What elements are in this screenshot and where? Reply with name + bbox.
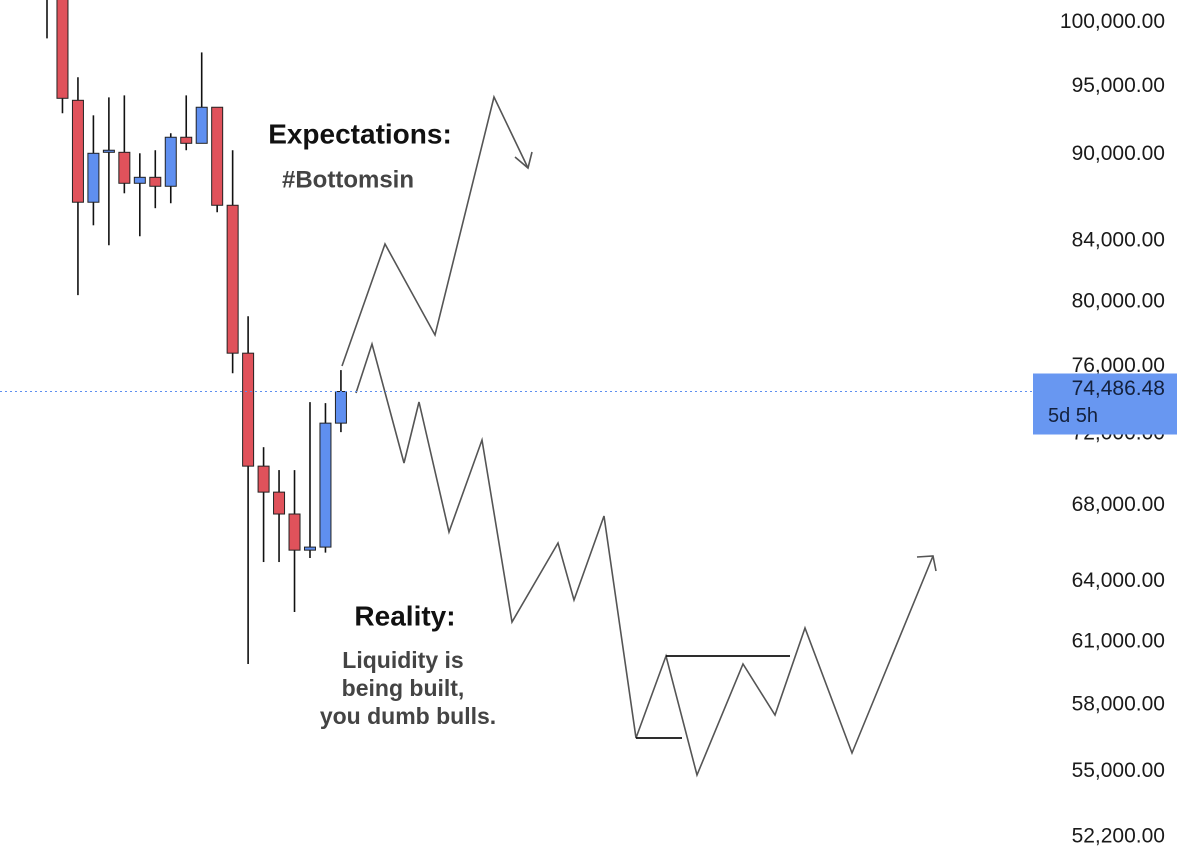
y-tick-label: 55,000.00 — [1072, 759, 1165, 782]
y-tick-label: 76,000.00 — [1072, 354, 1165, 377]
y-tick-label: 64,000.00 — [1072, 569, 1165, 592]
y-tick-label: 80,000.00 — [1072, 290, 1165, 313]
candle-body — [195, 106, 208, 144]
y-tick-label: 100,000.00 — [1060, 10, 1165, 33]
reality-arrowhead — [916, 555, 937, 572]
drawings — [341, 94, 937, 778]
candle-body — [118, 151, 131, 184]
current-price-box — [1033, 373, 1177, 435]
candle-body — [211, 106, 224, 206]
reality-text: Liquidity is — [342, 647, 463, 673]
candle-body — [257, 465, 270, 493]
y-tick-label: 58,000.00 — [1072, 693, 1165, 716]
y-tick-label: 52,200.00 — [1072, 825, 1165, 848]
expectations-text: #Bottomsin — [282, 166, 414, 193]
countdown-label: 5d 5h — [1048, 405, 1098, 427]
candle-body — [133, 176, 146, 184]
price-axis: 100,000.00 95,000.00 90,000.00 84,000.00 80,… — [1030, 10, 1165, 848]
y-tick-label: 90,000.00 — [1072, 142, 1165, 165]
expectation-arrowhead — [514, 151, 533, 170]
reality-title: Reality: — [354, 600, 455, 631]
candles — [46, 0, 347, 665]
candle-body — [273, 491, 286, 515]
candle-body — [56, 0, 69, 99]
expectations-title: Expectations: — [268, 118, 452, 149]
candle-body — [180, 136, 193, 144]
reality-text: you dumb bulls. — [320, 703, 496, 729]
candle-body — [319, 422, 332, 548]
candle-body — [149, 176, 162, 187]
candle-body — [242, 352, 255, 467]
candle-body — [164, 136, 177, 187]
y-tick-label: 95,000.00 — [1072, 74, 1165, 97]
candle-body — [71, 99, 84, 203]
candle-body — [102, 149, 115, 153]
y-tick-label: 61,000.00 — [1072, 629, 1165, 652]
y-tick-label: 84,000.00 — [1072, 228, 1165, 251]
reality-path — [355, 341, 934, 778]
y-tick-label: 68,000.00 — [1072, 493, 1165, 516]
candle-body — [226, 204, 239, 354]
candle-body — [87, 152, 100, 203]
current-price-label: 74,486.48 — [1072, 377, 1165, 400]
candle-body — [303, 546, 316, 551]
expectation-path — [341, 94, 529, 367]
candle-body — [288, 513, 301, 551]
reality-text: being built, — [342, 675, 465, 701]
candle-body — [334, 391, 347, 424]
